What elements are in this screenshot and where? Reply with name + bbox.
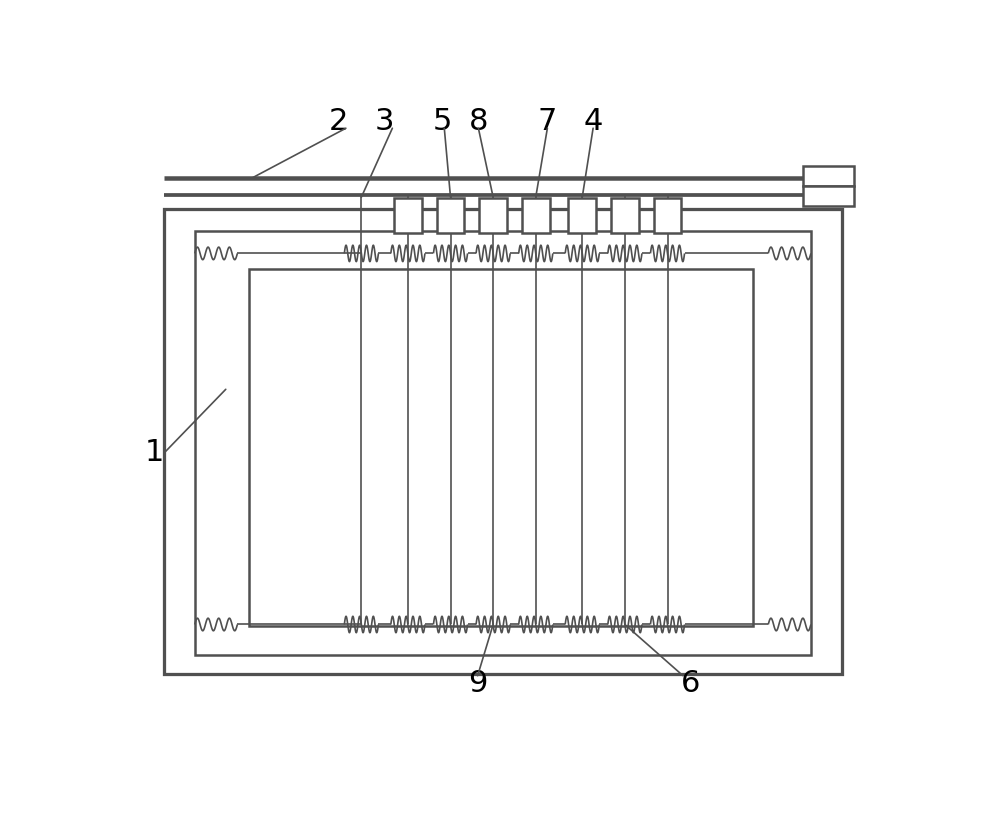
- Bar: [803, 166, 854, 186]
- Text: 4: 4: [583, 108, 603, 136]
- Text: 8: 8: [469, 108, 488, 136]
- Bar: [654, 198, 681, 232]
- Text: 2: 2: [328, 108, 348, 136]
- Bar: [164, 209, 842, 674]
- Bar: [803, 186, 854, 206]
- Bar: [479, 198, 507, 232]
- Bar: [611, 198, 639, 232]
- Text: 6: 6: [681, 669, 700, 698]
- Bar: [195, 232, 811, 655]
- Bar: [522, 198, 550, 232]
- Bar: [394, 198, 422, 232]
- Text: 7: 7: [538, 108, 557, 136]
- Bar: [249, 269, 753, 626]
- Text: 1: 1: [145, 438, 164, 467]
- Text: 9: 9: [468, 669, 487, 698]
- Bar: [437, 198, 464, 232]
- Text: 3: 3: [375, 108, 394, 136]
- Bar: [568, 198, 596, 232]
- Text: 5: 5: [433, 108, 452, 136]
